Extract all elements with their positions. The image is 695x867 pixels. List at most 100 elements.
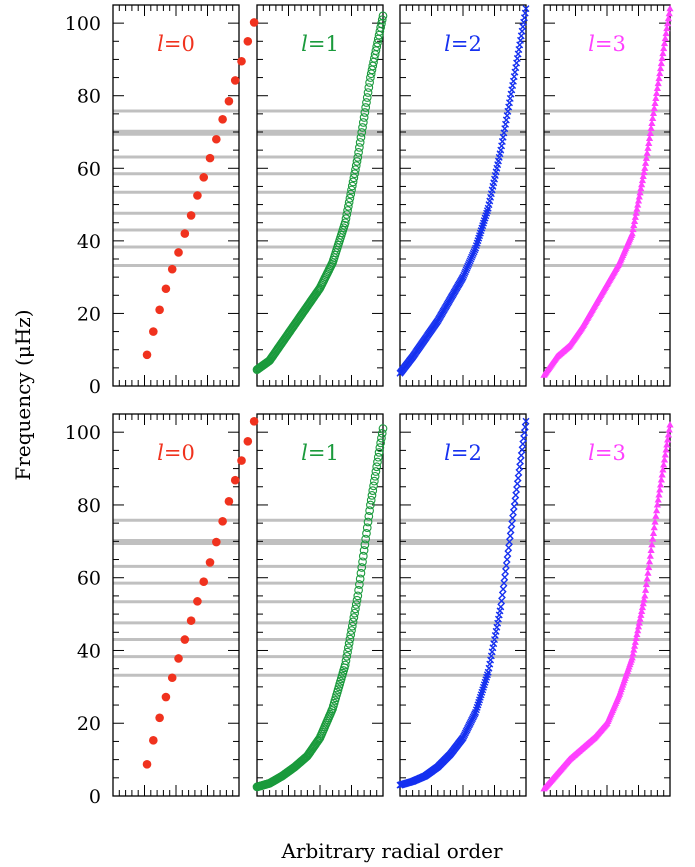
data-point <box>344 643 353 653</box>
series-top-l1 <box>252 11 388 375</box>
data-point <box>212 134 221 144</box>
data-point <box>356 133 366 142</box>
data-point <box>664 19 672 27</box>
data-point <box>351 161 361 170</box>
data-point <box>522 5 530 13</box>
panels-group: 0 20 40 60 80 100 l=0 l=1 l=2 l=3 0 20 40 60 80 100 l=0 l… <box>65 4 674 808</box>
data-point <box>640 168 648 175</box>
data-point <box>656 69 664 77</box>
data-point <box>377 15 387 25</box>
data-point <box>653 89 661 97</box>
data-point <box>503 556 511 564</box>
data-point <box>636 615 644 622</box>
data-point <box>355 138 365 147</box>
panel-top-l1: l=1 <box>256 4 384 387</box>
data-point <box>522 417 530 425</box>
data-point <box>352 157 362 166</box>
data-point <box>520 429 528 437</box>
data-point <box>634 623 643 630</box>
data-point <box>369 481 378 491</box>
data-point <box>364 83 374 92</box>
data-point <box>463 264 471 272</box>
data-point <box>142 760 152 769</box>
data-point <box>362 529 371 538</box>
data-point <box>374 448 384 457</box>
data-point <box>369 476 379 486</box>
data-point <box>660 44 668 52</box>
data-point <box>644 569 652 576</box>
data-point <box>639 599 647 607</box>
data-point <box>224 497 234 506</box>
data-point <box>349 173 359 183</box>
data-point <box>377 433 386 443</box>
data-point <box>641 159 650 166</box>
y-tick-label: 0 <box>89 376 101 398</box>
series-top-l0 <box>142 18 259 360</box>
data-point <box>662 29 670 37</box>
data-point <box>499 585 507 593</box>
data-point <box>628 653 636 661</box>
data-point <box>344 202 353 211</box>
data-point <box>497 603 505 611</box>
data-point <box>341 214 351 223</box>
data-point <box>349 613 359 622</box>
data-point <box>650 523 658 531</box>
series-bottom-l3 <box>540 421 674 792</box>
data-point <box>665 426 673 433</box>
data-point <box>651 518 659 525</box>
data-point <box>461 268 469 276</box>
series-bottom-l1 <box>252 424 388 792</box>
data-point <box>646 129 654 136</box>
data-point <box>516 463 524 471</box>
data-point <box>629 650 637 657</box>
data-point <box>633 630 641 638</box>
data-point <box>661 34 669 42</box>
data-point <box>505 538 513 546</box>
data-point <box>360 108 370 117</box>
data-point <box>666 421 674 428</box>
data-point <box>498 591 506 599</box>
data-point <box>342 652 352 661</box>
data-point <box>348 177 358 187</box>
data-point <box>520 434 528 442</box>
data-point <box>373 457 382 467</box>
data-point <box>645 134 654 141</box>
data-point <box>462 266 470 274</box>
data-point <box>346 630 356 640</box>
y-tick-label: 100 <box>65 13 101 35</box>
data-point <box>649 114 657 121</box>
data-point <box>353 153 363 162</box>
data-point <box>656 64 665 72</box>
degree-label-l3: l=3 <box>588 32 626 56</box>
data-point <box>249 18 259 27</box>
data-point <box>514 474 522 482</box>
data-point <box>656 481 665 488</box>
data-point <box>655 491 663 498</box>
y-tick-label: 20 <box>77 713 101 735</box>
data-point <box>653 84 661 92</box>
data-point <box>645 557 654 565</box>
data-point <box>664 431 673 438</box>
data-point <box>641 586 650 593</box>
degree-label-l0: l=0 <box>157 441 195 465</box>
panel-bottom-l0: 0 20 40 60 80 100 l=0 <box>65 413 240 808</box>
data-point <box>361 534 371 544</box>
data-point <box>506 532 514 540</box>
data-point <box>358 557 367 567</box>
data-point <box>346 189 356 199</box>
data-point <box>356 568 366 578</box>
series-top-l3 <box>540 4 674 378</box>
data-point <box>363 88 373 97</box>
data-point <box>637 611 645 618</box>
data-point <box>357 128 367 137</box>
data-point <box>375 443 385 453</box>
data-point <box>347 621 357 631</box>
data-point <box>167 264 177 274</box>
data-point <box>502 567 510 575</box>
data-point <box>643 575 651 582</box>
data-point <box>344 197 354 207</box>
data-point <box>652 94 660 102</box>
data-point <box>649 529 658 536</box>
data-point <box>647 124 655 131</box>
data-point <box>378 11 388 21</box>
